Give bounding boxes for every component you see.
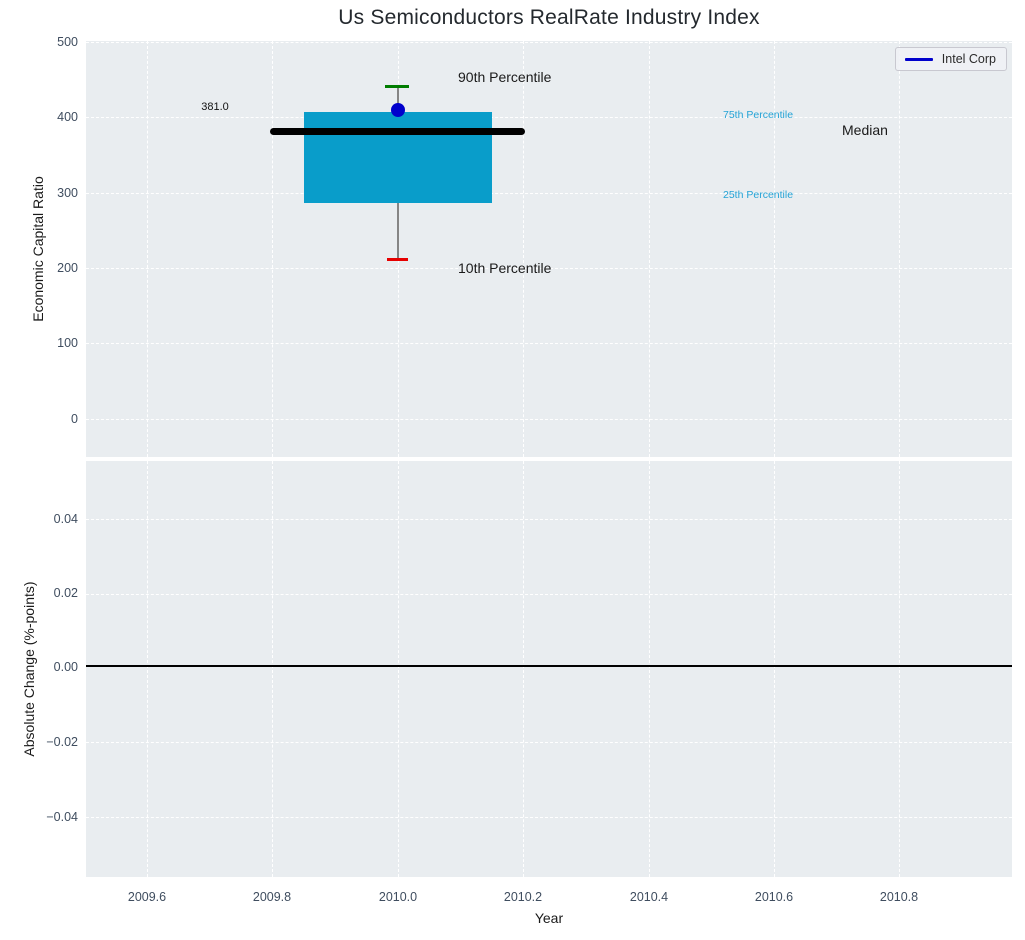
xtick-2009-6: 2009.6 [127,890,167,904]
interquartile-box [304,112,492,203]
xtick-2010-6: 2010.6 [754,890,794,904]
xtick-2010-8: 2010.8 [879,890,919,904]
legend-label: Intel Corp [941,52,996,66]
ytick-500: 500 [57,35,78,49]
gridline-v-2010-0 [398,461,399,877]
gridline-v-2010-4 [649,41,650,457]
legend: Intel Corp [894,47,1007,71]
annotation-75th-percentile: 75th Percentile [723,109,794,121]
gridline-h-n004 [86,817,1012,818]
gridline-h-400 [86,117,1012,118]
top-axes: 381.0 90th Percentile 10th Percentile 75… [86,41,1012,457]
gridline-v-2009-8 [272,461,273,877]
gridline-h-200 [86,268,1012,269]
xtick-2010-4: 2010.4 [629,890,669,904]
annotation-median: Median [842,122,888,138]
xtick-2010-2: 2010.2 [503,890,543,904]
gridline-v-2010-4 [649,461,650,877]
gridline-v-2010-2 [523,461,524,877]
ytick--0.02: −0.02 [46,735,78,749]
gridline-h-0 [86,419,1012,420]
gridline-h-500 [86,42,1012,43]
gridline-h-300 [86,193,1012,194]
median-line [270,128,525,135]
gridline-v-2010-2 [523,41,524,457]
gridline-v-2010-8 [899,461,900,877]
ytick-300: 300 [57,186,78,200]
intel-corp-marker [391,103,405,117]
bottom-axes [86,461,1012,877]
ytick-400: 400 [57,110,78,124]
median-value-label: 381.0 [201,101,229,113]
ytick-0.00: 0.00 [53,660,78,674]
gridline-v-2010-6 [774,41,775,457]
gridline-h-100 [86,343,1012,344]
gridline-v-2009-6 [147,41,148,457]
percentile-10-cap [387,258,408,261]
gridline-v-2009-8 [272,41,273,457]
chart-title: Us Semiconductors RealRate Industry Inde… [338,6,760,29]
ytick-0: 0 [71,412,78,426]
annotation-10th-percentile: 10th Percentile [458,260,552,276]
gridline-h-004 [86,519,1012,520]
ytick-200: 200 [57,261,78,275]
legend-line-sample [904,57,933,61]
x-axis-label: Year [534,910,564,926]
percentile-90-cap [385,85,409,88]
xtick-2009-8: 2009.8 [252,890,292,904]
annotation-25th-percentile: 25th Percentile [723,189,794,201]
ytick--0.04: −0.04 [46,810,78,824]
gridline-v-2009-6 [147,461,148,877]
gridline-v-2010-8 [899,41,900,457]
ytick-0.04: 0.04 [53,512,78,526]
ytick-100: 100 [57,336,78,350]
ytick-0.02: 0.02 [53,586,78,600]
gridline-h-n002 [86,742,1012,743]
zero-baseline [86,665,1012,667]
gridline-h-002 [86,594,1012,595]
y-axis-label-bottom: Absolute Change (%-points) [21,581,37,757]
xtick-2010-0: 2010.0 [378,890,418,904]
gridline-v-2010-6 [774,461,775,877]
y-axis-label-top: Economic Capital Ratio [30,176,46,322]
annotation-90th-percentile: 90th Percentile [458,69,552,85]
